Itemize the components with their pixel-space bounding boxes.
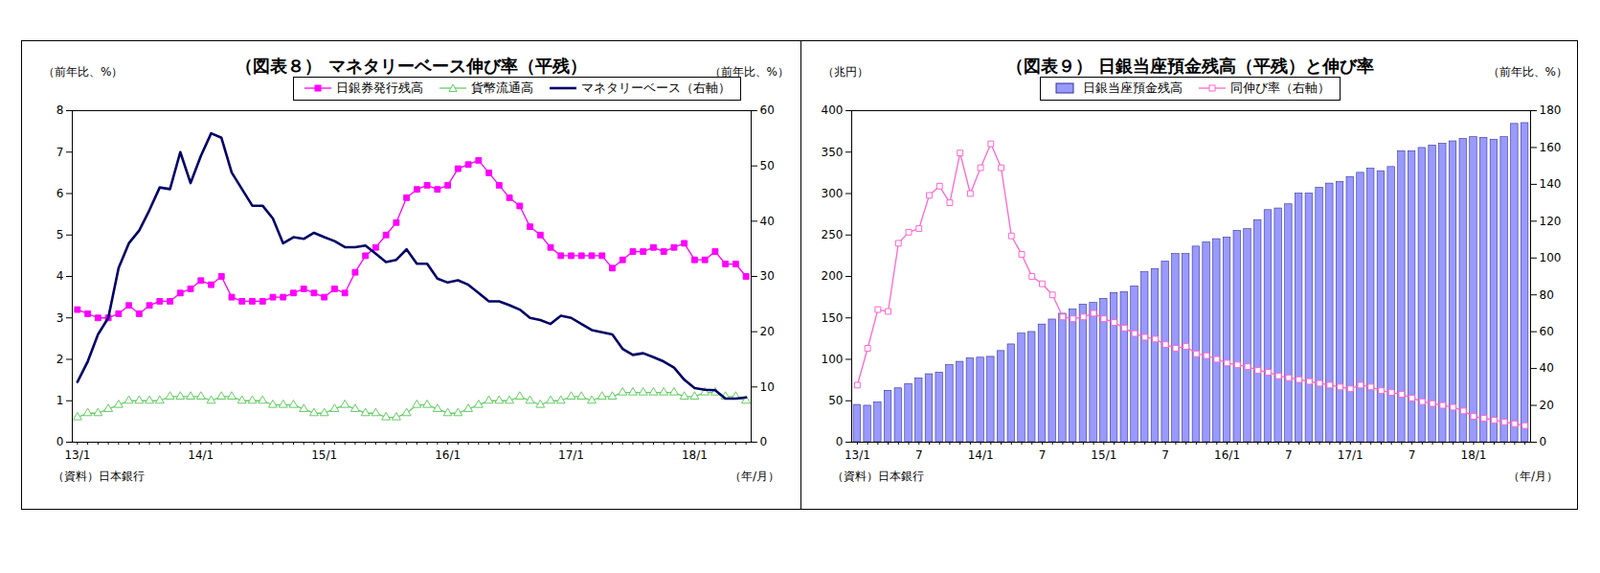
svg-text:50: 50 [828, 393, 843, 407]
svg-text:4: 4 [56, 269, 65, 283]
svg-text:140: 140 [1539, 177, 1562, 191]
html-text:（前年比、%）: （前年比、%） [43, 65, 123, 79]
svg-text:5: 5 [56, 227, 65, 242]
html-text:日銀当座預金残高: 日銀当座預金残高 [1082, 79, 1183, 95]
svg-text:300: 300 [821, 186, 844, 201]
svg-text:100: 100 [821, 352, 844, 366]
svg-text:1: 1 [56, 393, 65, 407]
html-text:（前年比、%）: （前年比、%） [1487, 65, 1568, 79]
svg-text:50: 50 [760, 158, 775, 173]
svg-text:14/1: 14/1 [187, 448, 214, 462]
svg-text:0: 0 [1539, 434, 1548, 449]
svg-text:20: 20 [1539, 398, 1555, 412]
svg-text:150: 150 [821, 311, 844, 325]
svg-text:0: 0 [56, 434, 65, 449]
svg-text:7: 7 [1284, 448, 1293, 462]
svg-text:100: 100 [1539, 250, 1562, 265]
svg-text:8: 8 [56, 103, 65, 117]
svg-text:17/1: 17/1 [1337, 448, 1364, 462]
svg-text:350: 350 [821, 145, 844, 159]
svg-text:15/1: 15/1 [1090, 448, 1117, 462]
svg-text:0: 0 [760, 434, 768, 449]
html-text:（資料）日本銀行: （資料）日本銀行 [52, 469, 145, 483]
svg-text:7: 7 [915, 448, 924, 462]
svg-text:7: 7 [1408, 448, 1417, 462]
svg-text:250: 250 [821, 227, 844, 242]
svg-text:18/1: 18/1 [1460, 448, 1487, 462]
svg-text:7: 7 [1161, 448, 1170, 462]
svg-text:7: 7 [1038, 448, 1047, 462]
html-text:（兆円）: （兆円） [822, 65, 869, 79]
svg-text:400: 400 [821, 103, 844, 117]
svg-text:14/1: 14/1 [968, 448, 994, 462]
html-text:マネタリーベース（右軸）: マネタリーベース（右軸） [581, 79, 731, 95]
html-text:（図表８） マネタリーベース伸び率（平残）: （図表８） マネタリーベース伸び率（平残） [235, 55, 587, 76]
svg-text:10: 10 [760, 380, 775, 394]
svg-text:16/1: 16/1 [434, 448, 461, 462]
svg-text:15/1: 15/1 [311, 448, 338, 462]
html-text:（年/月）: （年/月） [1508, 469, 1558, 483]
html-text:貨幣流通高: 貨幣流通高 [471, 79, 534, 95]
svg-text:40: 40 [1539, 360, 1555, 375]
html-text:（年/月）: （年/月） [729, 469, 780, 483]
html-text:（前年比、%）: （前年比、%） [709, 65, 789, 79]
svg-text:180: 180 [1539, 103, 1562, 117]
svg-text:16/1: 16/1 [1214, 448, 1240, 462]
svg-text:60: 60 [1539, 324, 1555, 339]
svg-text:17/1: 17/1 [558, 448, 585, 462]
svg-text:13/1: 13/1 [844, 448, 871, 462]
svg-text:120: 120 [1539, 214, 1562, 228]
svg-text:13/1: 13/1 [64, 448, 91, 462]
svg-text:40: 40 [760, 214, 775, 228]
svg-text:60: 60 [760, 103, 775, 117]
html-text:（資料）日本銀行: （資料）日本銀行 [832, 469, 924, 483]
svg-text:160: 160 [1539, 140, 1562, 155]
svg-text:200: 200 [821, 269, 844, 283]
html-text:日銀券発行残高: 日銀券発行残高 [336, 79, 424, 95]
svg-text:0: 0 [835, 434, 844, 449]
svg-text:2: 2 [56, 352, 65, 366]
svg-text:3: 3 [56, 311, 65, 325]
svg-text:30: 30 [760, 269, 775, 283]
svg-text:7: 7 [56, 145, 65, 159]
html-text:同伸び率（右軸）: 同伸び率（右軸） [1230, 79, 1330, 95]
svg-text:18/1: 18/1 [681, 448, 708, 462]
html-text:（図表９） 日銀当座預金残高（平残）と伸び率: （図表９） 日銀当座預金残高（平残）と伸び率 [1006, 55, 1375, 76]
svg-text:80: 80 [1539, 288, 1555, 302]
svg-text:6: 6 [56, 186, 65, 201]
svg-text:20: 20 [760, 324, 775, 339]
